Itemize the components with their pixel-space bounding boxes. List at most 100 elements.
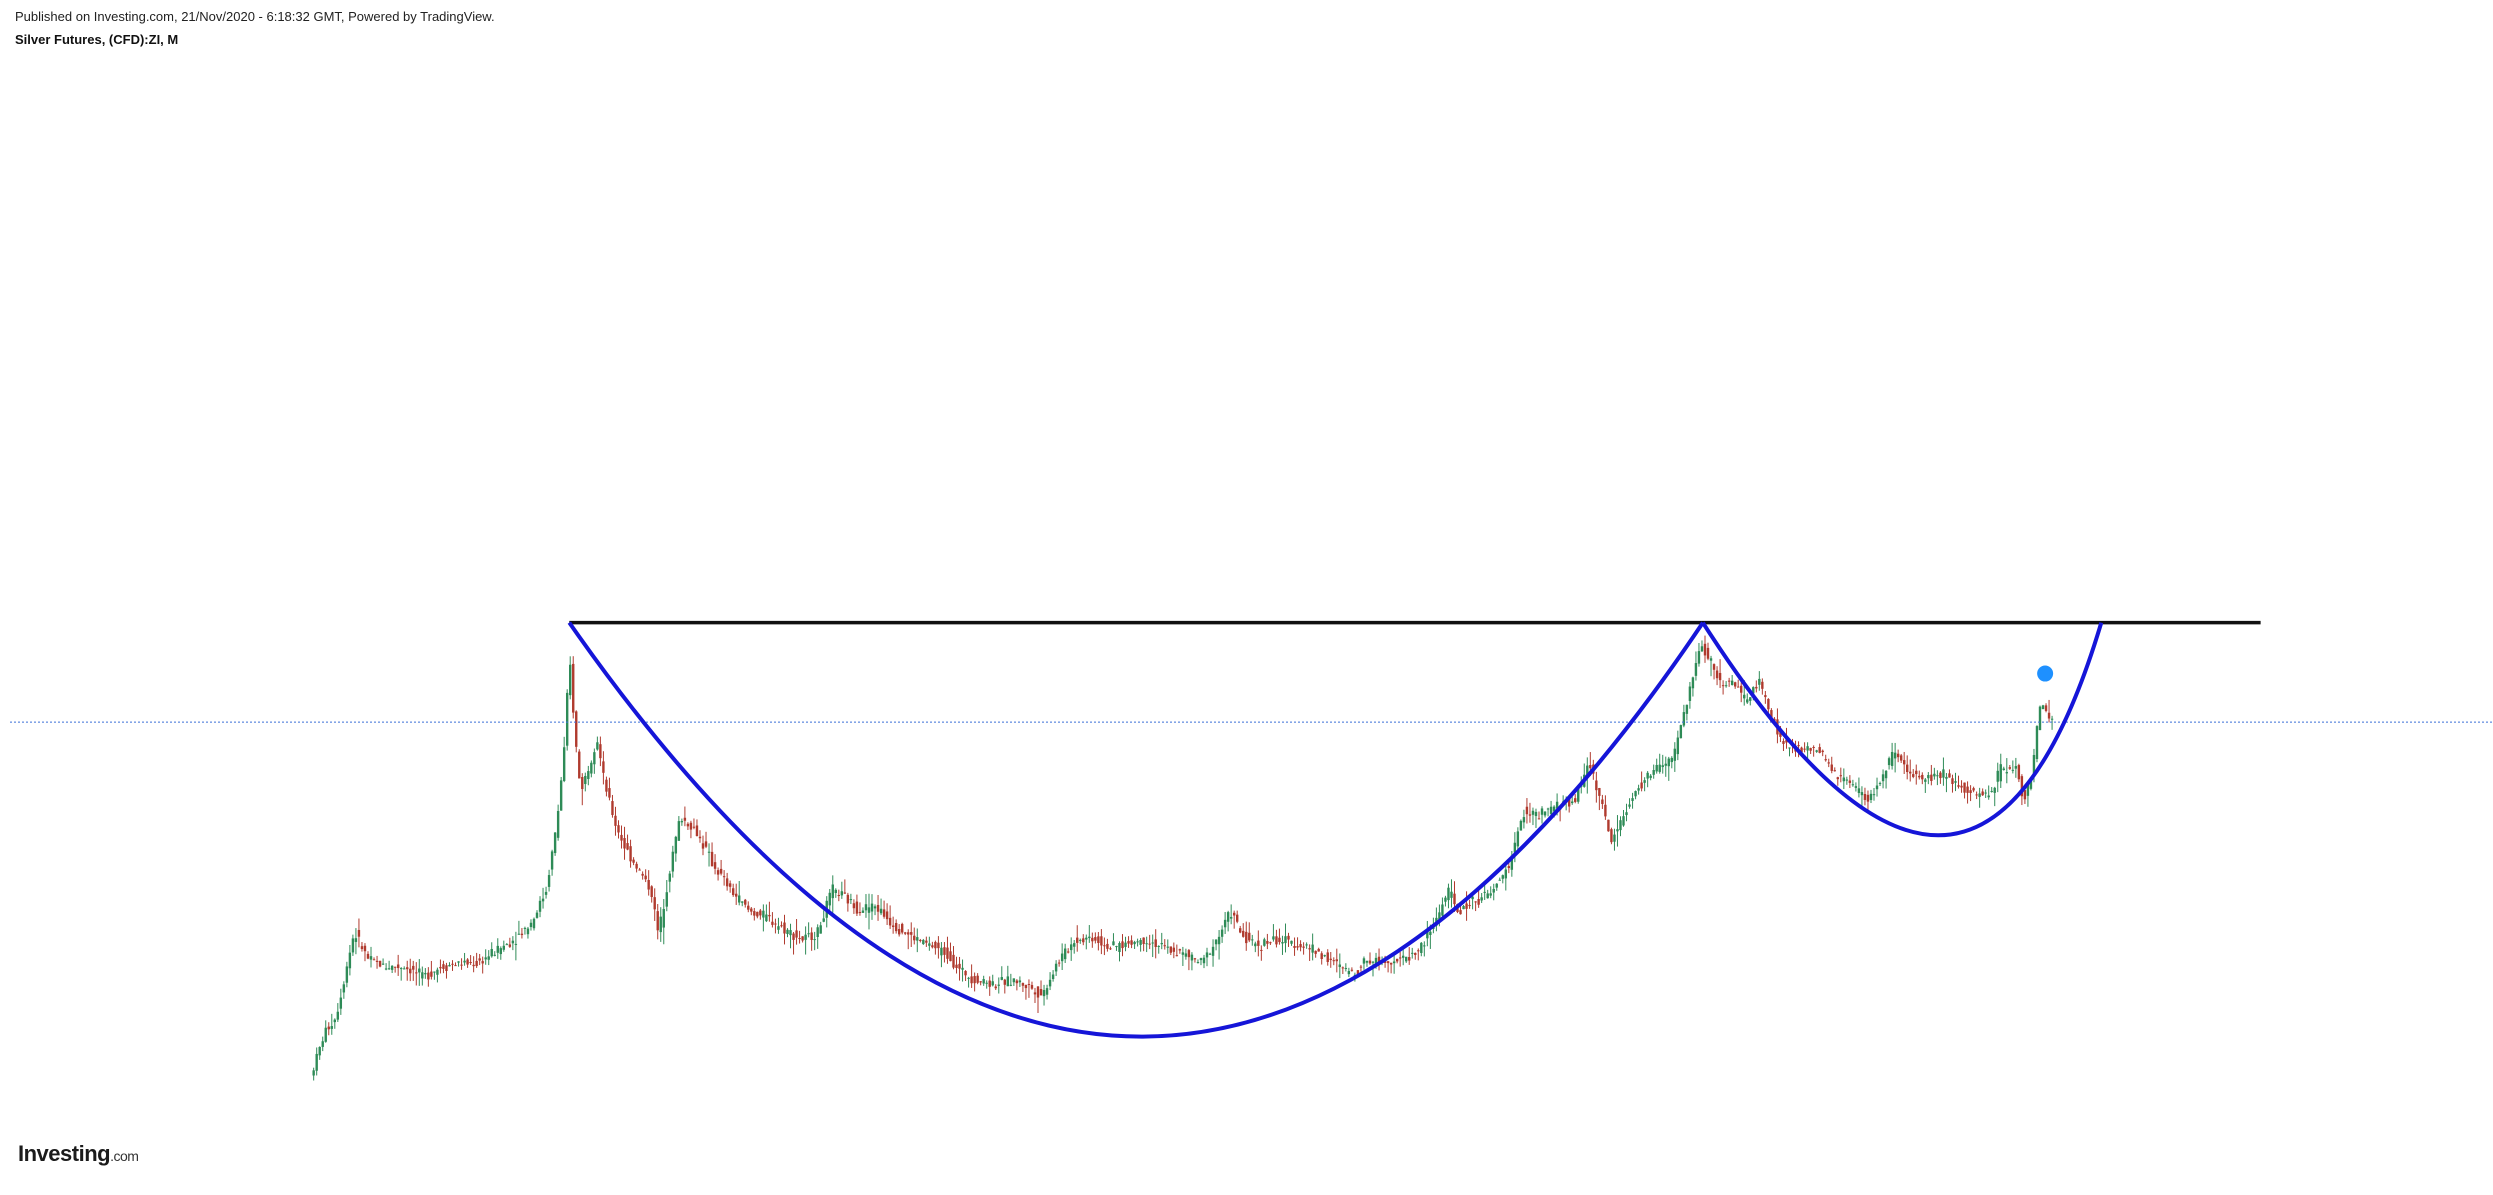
- candle-body: [1284, 936, 1287, 944]
- candle-body: [312, 1070, 315, 1076]
- candle-body: [1854, 786, 1858, 788]
- candle-body: [1761, 681, 1764, 689]
- candle-body: [1160, 942, 1163, 945]
- candle-body: [1682, 712, 1686, 726]
- candle-body: [1978, 793, 1981, 797]
- candle-body: [547, 875, 551, 887]
- candle-body: [1371, 961, 1375, 963]
- candle-body: [1860, 792, 1864, 796]
- candle-body: [1909, 771, 1912, 774]
- candle-body: [529, 922, 533, 928]
- candle-body: [1350, 969, 1354, 971]
- candle-body: [433, 971, 436, 973]
- candle-body: [713, 862, 717, 869]
- candle-body: [1549, 806, 1553, 814]
- candle-body: [900, 923, 904, 933]
- candle-body: [1474, 901, 1477, 903]
- candle-body: [934, 941, 937, 949]
- candle-body: [1740, 685, 1743, 693]
- candle-body: [1027, 984, 1031, 986]
- candle-body: [861, 910, 865, 913]
- event-marker-icon[interactable]: [2037, 665, 2054, 682]
- candle-body: [2002, 768, 2005, 771]
- candle-body: [1809, 748, 1812, 751]
- candle-body: [1574, 798, 1577, 802]
- candle-body: [1715, 670, 1719, 679]
- candle-body: [544, 891, 548, 895]
- candle-body: [1172, 947, 1176, 952]
- candle-body: [855, 901, 859, 914]
- candle-body: [1374, 957, 1378, 966]
- candle-body: [1694, 663, 1698, 676]
- candle-body: [532, 918, 536, 929]
- cup-curve[interactable]: [567, 621, 1705, 1039]
- candle-body: [1136, 941, 1139, 943]
- candle-body: [1812, 746, 1815, 748]
- candle-body: [807, 933, 810, 935]
- candle-body: [837, 895, 841, 897]
- candle-body: [1127, 941, 1130, 944]
- candle-body: [949, 951, 952, 962]
- candle-body: [1652, 770, 1655, 775]
- candle-body: [1338, 964, 1342, 968]
- candle-body: [1272, 936, 1275, 940]
- candle-body: [1401, 955, 1405, 958]
- candle-body: [786, 929, 789, 934]
- candle-body: [562, 747, 566, 781]
- candle-body: [1130, 940, 1133, 945]
- candle-body: [1386, 961, 1390, 964]
- candle-body: [1785, 739, 1788, 743]
- candle-body: [439, 966, 442, 969]
- candle-body: [602, 761, 605, 773]
- candle-body: [1217, 936, 1221, 945]
- candle-body: [2035, 726, 2039, 760]
- candle-body: [1444, 897, 1447, 902]
- candle-body: [789, 930, 792, 936]
- candle-body: [710, 851, 714, 867]
- candle-body: [1133, 941, 1136, 945]
- candle-body: [1248, 932, 1251, 941]
- candle-body: [876, 904, 880, 912]
- candle-body: [1012, 978, 1016, 983]
- candle-body: [1347, 971, 1351, 975]
- candle-body: [1091, 937, 1094, 942]
- candle-body: [1984, 792, 1987, 794]
- candle-body: [1094, 937, 1097, 941]
- candle-body: [626, 843, 629, 850]
- candle-body: [1945, 776, 1948, 779]
- candle-body: [418, 968, 421, 973]
- candle-body: [2029, 779, 2033, 789]
- candle-body: [1208, 953, 1212, 955]
- candle-body: [1242, 930, 1245, 937]
- candle-body: [617, 825, 620, 833]
- candle-body: [1625, 812, 1628, 816]
- candle-body: [747, 905, 750, 910]
- candle-body: [1893, 752, 1897, 759]
- candle-body: [1881, 774, 1885, 782]
- candle-body: [550, 851, 554, 870]
- candle-body: [1688, 686, 1692, 701]
- candle-body: [689, 822, 693, 830]
- candle-body: [430, 971, 433, 977]
- candle-body: [1157, 945, 1160, 947]
- candle-body: [907, 932, 910, 935]
- candle-body: [1727, 680, 1731, 682]
- candle-body: [1365, 960, 1369, 963]
- candle-body: [1700, 646, 1704, 652]
- candle-body: [1960, 785, 1963, 788]
- candle-body: [514, 943, 518, 945]
- candle-body: [526, 928, 530, 935]
- candle-body: [1821, 750, 1824, 753]
- candle-body: [1220, 929, 1224, 937]
- candle-body: [1987, 795, 1990, 798]
- candle-body: [590, 762, 593, 774]
- handle-curve[interactable]: [1701, 621, 2104, 838]
- candle-body: [1567, 798, 1571, 807]
- candle-body: [1229, 916, 1233, 919]
- candle-body: [1552, 806, 1556, 812]
- candle-body: [1833, 770, 1836, 772]
- candle-body: [819, 925, 822, 934]
- candle-body: [1501, 875, 1504, 879]
- candle-body: [478, 958, 481, 961]
